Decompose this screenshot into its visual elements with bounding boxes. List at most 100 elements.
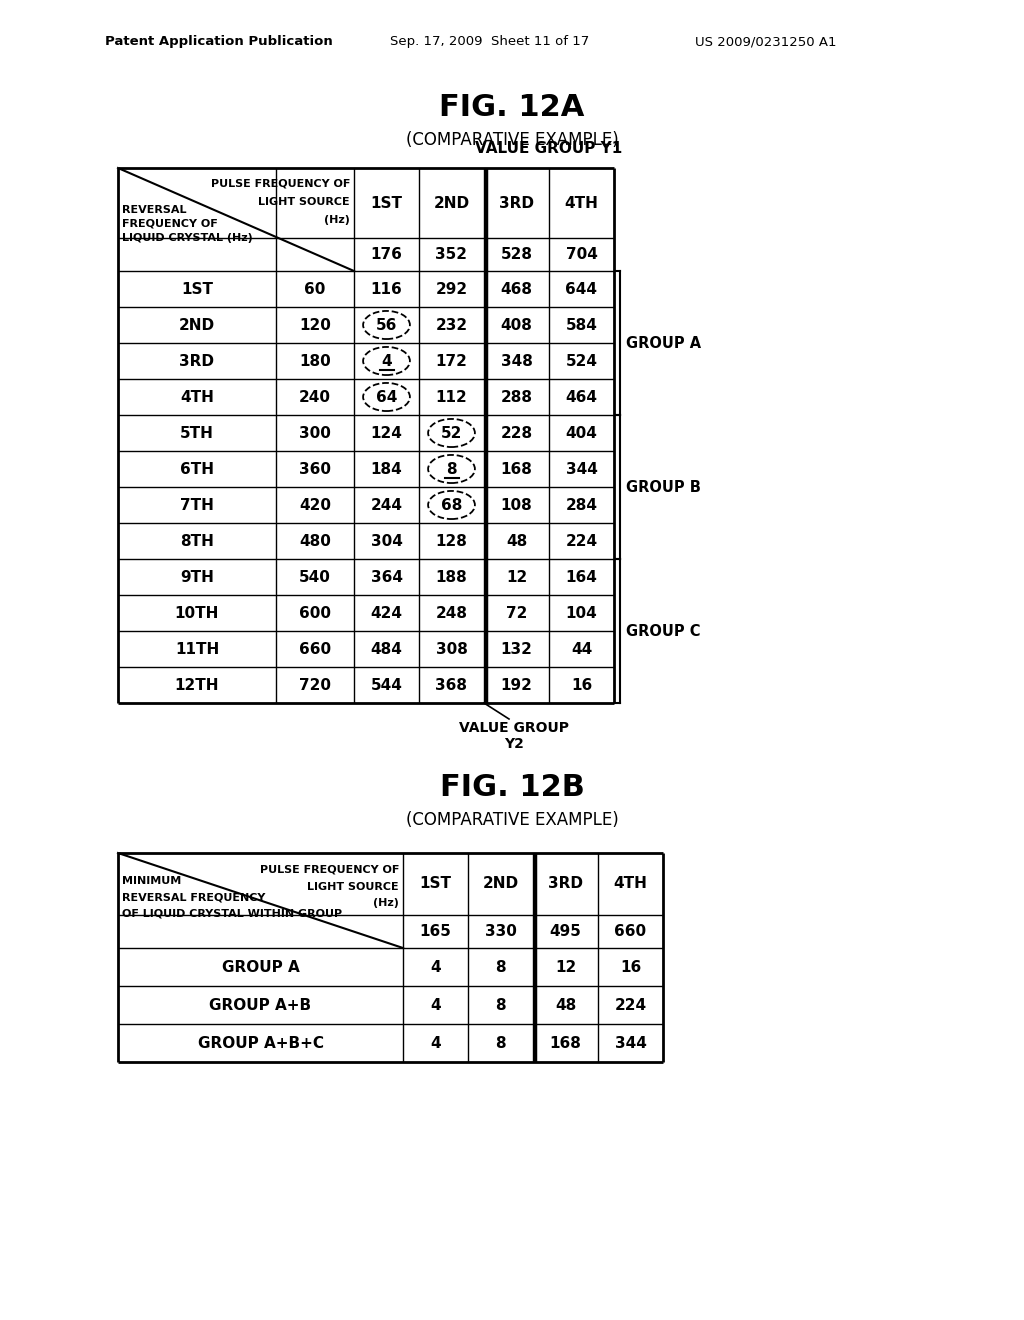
Text: 4: 4 — [430, 1035, 440, 1051]
Text: 168: 168 — [501, 462, 532, 477]
Text: 165: 165 — [420, 924, 452, 939]
Text: 344: 344 — [565, 462, 597, 477]
Text: 495: 495 — [550, 924, 582, 939]
Text: 464: 464 — [565, 389, 597, 404]
Text: GROUP C: GROUP C — [626, 623, 700, 639]
Text: 524: 524 — [565, 354, 597, 368]
Text: 48: 48 — [555, 998, 577, 1012]
Text: GROUP A+B+C: GROUP A+B+C — [198, 1035, 324, 1051]
Text: (Hz): (Hz) — [325, 215, 350, 224]
Text: 1ST: 1ST — [181, 281, 213, 297]
Text: 228: 228 — [501, 425, 532, 441]
Text: 6TH: 6TH — [180, 462, 214, 477]
Text: 60: 60 — [304, 281, 326, 297]
Text: PULSE FREQUENCY OF: PULSE FREQUENCY OF — [211, 180, 350, 189]
Text: 424: 424 — [371, 606, 402, 620]
Text: 2ND: 2ND — [433, 195, 470, 210]
Text: GROUP A+B: GROUP A+B — [210, 998, 311, 1012]
Text: 10TH: 10TH — [175, 606, 219, 620]
Text: 330: 330 — [484, 924, 516, 939]
Text: 352: 352 — [435, 247, 468, 261]
Text: Sep. 17, 2009  Sheet 11 of 17: Sep. 17, 2009 Sheet 11 of 17 — [390, 36, 589, 49]
Text: 240: 240 — [299, 389, 331, 404]
Text: REVERSAL: REVERSAL — [122, 205, 186, 215]
Text: 2ND: 2ND — [179, 318, 215, 333]
Text: REVERSAL FREQUENCY: REVERSAL FREQUENCY — [122, 892, 265, 902]
Text: 9TH: 9TH — [180, 569, 214, 585]
Text: 224: 224 — [565, 533, 598, 549]
Text: 184: 184 — [371, 462, 402, 477]
Text: 72: 72 — [506, 606, 527, 620]
Text: 480: 480 — [299, 533, 331, 549]
Text: 8TH: 8TH — [180, 533, 214, 549]
Text: GROUP A: GROUP A — [626, 335, 701, 351]
Text: 12TH: 12TH — [175, 677, 219, 693]
Text: 1ST: 1ST — [371, 195, 402, 210]
Text: 344: 344 — [614, 1035, 646, 1051]
Text: 11TH: 11TH — [175, 642, 219, 656]
Text: 52: 52 — [440, 425, 462, 441]
Text: 120: 120 — [299, 318, 331, 333]
Text: FREQUENCY OF: FREQUENCY OF — [122, 219, 218, 228]
Text: 4TH: 4TH — [564, 195, 598, 210]
Text: 48: 48 — [506, 533, 527, 549]
Text: GROUP B: GROUP B — [626, 479, 700, 495]
Text: LIGHT SOURCE: LIGHT SOURCE — [307, 882, 399, 892]
Text: 468: 468 — [501, 281, 532, 297]
Text: 288: 288 — [501, 389, 532, 404]
Text: 660: 660 — [614, 924, 646, 939]
Text: 360: 360 — [299, 462, 331, 477]
Text: FIG. 12B: FIG. 12B — [439, 774, 585, 803]
Text: FIG. 12A: FIG. 12A — [439, 94, 585, 123]
Text: 192: 192 — [501, 677, 532, 693]
Text: 584: 584 — [565, 318, 597, 333]
Text: (COMPARATIVE EXAMPLE): (COMPARATIVE EXAMPLE) — [406, 810, 618, 829]
Text: 540: 540 — [299, 569, 331, 585]
Text: 408: 408 — [501, 318, 532, 333]
Text: 720: 720 — [299, 677, 331, 693]
Text: 4: 4 — [381, 354, 392, 368]
Text: 116: 116 — [371, 281, 402, 297]
Text: 132: 132 — [501, 642, 532, 656]
Text: 112: 112 — [435, 389, 467, 404]
Text: GROUP A: GROUP A — [221, 960, 299, 974]
Text: LIQUID CRYSTAL (Hz): LIQUID CRYSTAL (Hz) — [122, 234, 253, 243]
Text: 284: 284 — [565, 498, 597, 512]
Text: VALUE GROUP
Y2: VALUE GROUP Y2 — [459, 721, 569, 751]
Text: 348: 348 — [501, 354, 532, 368]
Text: 16: 16 — [620, 960, 641, 974]
Text: 64: 64 — [376, 389, 397, 404]
Text: 108: 108 — [501, 498, 532, 512]
Text: 404: 404 — [565, 425, 597, 441]
Text: 12: 12 — [506, 569, 527, 585]
Text: 8: 8 — [496, 960, 506, 974]
Text: 5TH: 5TH — [180, 425, 214, 441]
Text: 8: 8 — [446, 462, 457, 477]
Text: 660: 660 — [299, 642, 331, 656]
Text: 368: 368 — [435, 677, 468, 693]
Text: 2ND: 2ND — [482, 876, 518, 891]
Text: 300: 300 — [299, 425, 331, 441]
Text: 128: 128 — [435, 533, 467, 549]
Text: VALUE GROUP Y1: VALUE GROUP Y1 — [475, 141, 623, 156]
Text: 16: 16 — [570, 677, 592, 693]
Text: 304: 304 — [371, 533, 402, 549]
Text: 528: 528 — [501, 247, 532, 261]
Text: 56: 56 — [376, 318, 397, 333]
Text: 3RD: 3RD — [499, 195, 534, 210]
Text: 8: 8 — [496, 1035, 506, 1051]
Text: 232: 232 — [435, 318, 468, 333]
Text: 224: 224 — [614, 998, 646, 1012]
Text: 4: 4 — [430, 960, 440, 974]
Text: 600: 600 — [299, 606, 331, 620]
Text: 172: 172 — [435, 354, 467, 368]
Text: 644: 644 — [565, 281, 597, 297]
Text: 176: 176 — [371, 247, 402, 261]
Text: PULSE FREQUENCY OF: PULSE FREQUENCY OF — [260, 865, 399, 874]
Text: Patent Application Publication: Patent Application Publication — [105, 36, 333, 49]
Text: 420: 420 — [299, 498, 331, 512]
Text: 292: 292 — [435, 281, 468, 297]
Text: 4: 4 — [430, 998, 440, 1012]
Text: 68: 68 — [440, 498, 462, 512]
Text: LIGHT SOURCE: LIGHT SOURCE — [258, 197, 350, 207]
